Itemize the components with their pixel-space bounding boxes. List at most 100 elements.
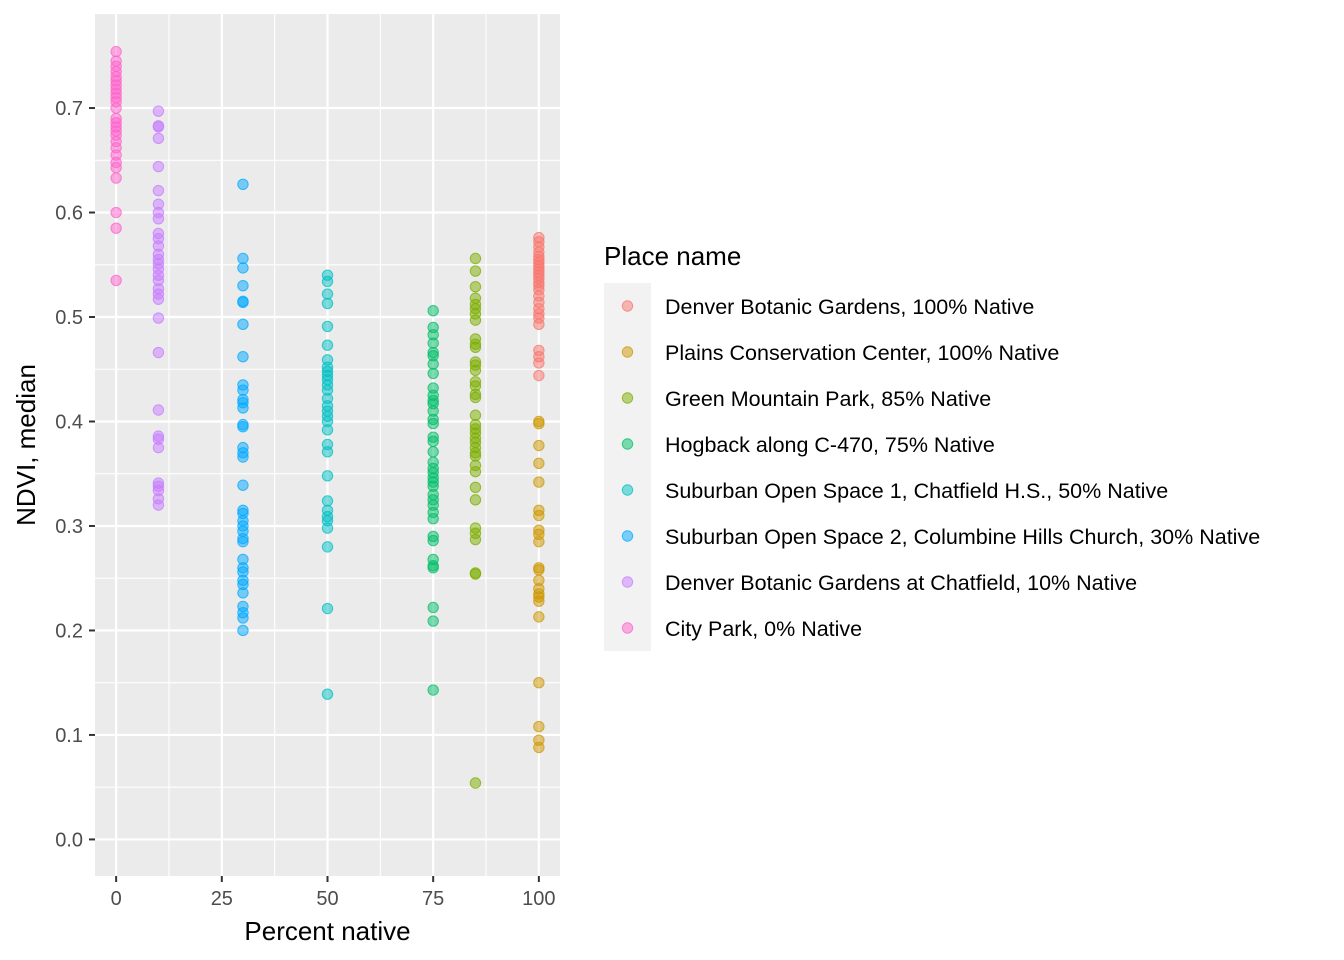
data-point bbox=[469, 450, 482, 462]
data-point bbox=[533, 457, 545, 469]
y-tick-label: 0.4 bbox=[55, 411, 83, 433]
data-point bbox=[321, 339, 334, 351]
data-point bbox=[427, 435, 439, 448]
data-point bbox=[427, 534, 439, 547]
data-point bbox=[321, 495, 334, 507]
data-point bbox=[237, 252, 249, 265]
data-point bbox=[427, 358, 439, 370]
y-tick-label: 0.0 bbox=[55, 829, 83, 851]
legend-label: Hogback along C-470, 75% Native bbox=[665, 433, 995, 457]
data-point bbox=[469, 281, 482, 293]
y-axis: 0.0 0.1 0.2 0.3 0.4 0.5 0.6 0.7 bbox=[55, 98, 95, 851]
data-point bbox=[427, 601, 439, 614]
data-point bbox=[152, 121, 165, 133]
data-point bbox=[110, 222, 122, 234]
data-point bbox=[533, 595, 545, 607]
y-tick-label: 0.2 bbox=[55, 620, 83, 642]
y-tick-label: 0.7 bbox=[55, 98, 83, 120]
y-tick-label: 0.5 bbox=[55, 307, 83, 329]
data-point bbox=[237, 612, 249, 624]
x-tick-label: 50 bbox=[316, 888, 338, 910]
legend-key bbox=[621, 392, 634, 404]
data-point bbox=[427, 337, 439, 349]
data-point bbox=[321, 541, 334, 553]
data-point bbox=[533, 476, 545, 488]
y-tick-label: 0.1 bbox=[55, 725, 83, 747]
legend-label: Plains Conservation Center, 100% Native bbox=[665, 341, 1059, 365]
legend-label: Suburban Open Space 1, Chatfield H.S., 5… bbox=[665, 479, 1168, 503]
data-point bbox=[237, 262, 249, 274]
data-point bbox=[110, 45, 122, 58]
data-point bbox=[533, 369, 545, 382]
data-point bbox=[152, 213, 165, 225]
data-point bbox=[469, 341, 482, 354]
data-point bbox=[427, 512, 439, 525]
data-point bbox=[152, 499, 165, 511]
data-point bbox=[321, 522, 334, 534]
legend-label: Suburban Open Space 2, Columbine Hills C… bbox=[665, 525, 1260, 549]
data-point bbox=[152, 132, 165, 145]
data-point bbox=[533, 564, 545, 576]
data-point bbox=[427, 562, 439, 574]
data-point bbox=[321, 320, 334, 333]
data-point bbox=[533, 417, 545, 430]
data-point bbox=[469, 533, 482, 546]
data-point bbox=[152, 160, 165, 173]
data-point bbox=[110, 102, 122, 114]
data-point bbox=[237, 479, 249, 491]
data-point bbox=[469, 568, 482, 580]
data-point bbox=[533, 439, 545, 452]
data-point bbox=[469, 465, 482, 478]
y-tick-label: 0.6 bbox=[55, 203, 83, 225]
legend-key bbox=[621, 576, 634, 588]
legend-key bbox=[621, 346, 634, 358]
data-point bbox=[469, 391, 482, 404]
data-point bbox=[321, 446, 334, 458]
legend-key bbox=[621, 438, 634, 450]
y-tick-label: 0.3 bbox=[55, 516, 83, 538]
data-point bbox=[469, 252, 482, 265]
data-point bbox=[152, 184, 165, 197]
legend-label: Denver Botanic Gardens, 100% Native bbox=[665, 295, 1034, 319]
legend-label: City Park, 0% Native bbox=[665, 617, 862, 641]
x-tick-label: 75 bbox=[422, 888, 444, 910]
data-point bbox=[110, 274, 122, 287]
x-tick-label: 25 bbox=[211, 888, 233, 910]
legend-label: Denver Botanic Gardens at Chatfield, 10%… bbox=[665, 571, 1137, 595]
data-points bbox=[110, 45, 545, 789]
data-point bbox=[533, 318, 545, 331]
data-point bbox=[237, 279, 249, 292]
data-point bbox=[237, 296, 249, 309]
data-point bbox=[321, 297, 334, 310]
data-point bbox=[533, 509, 545, 522]
data-point bbox=[152, 404, 165, 416]
data-point bbox=[469, 364, 482, 376]
data-point bbox=[533, 535, 545, 548]
data-point bbox=[533, 611, 545, 623]
data-point bbox=[321, 424, 334, 436]
data-point bbox=[237, 318, 249, 331]
data-point bbox=[237, 587, 249, 599]
legend-key bbox=[621, 530, 634, 542]
x-axis: 0 25 50 75 100 bbox=[111, 876, 556, 910]
data-point bbox=[321, 688, 334, 700]
x-tick-label: 100 bbox=[522, 888, 555, 910]
data-point bbox=[237, 535, 249, 548]
data-point bbox=[533, 741, 545, 754]
data-point bbox=[427, 615, 439, 627]
legend-label: Green Mountain Park, 85% Native bbox=[665, 387, 991, 411]
data-point bbox=[469, 481, 482, 494]
data-point bbox=[321, 288, 334, 300]
data-point bbox=[152, 105, 165, 117]
data-point bbox=[237, 384, 249, 396]
data-point bbox=[152, 293, 165, 305]
data-point bbox=[152, 441, 165, 454]
y-axis-title: NDVI, median bbox=[11, 364, 41, 526]
data-point bbox=[152, 346, 165, 359]
x-axis-title: Percent native bbox=[244, 916, 410, 946]
data-point bbox=[469, 409, 482, 421]
data-point bbox=[427, 305, 439, 317]
data-point bbox=[469, 494, 482, 506]
legend-key bbox=[621, 300, 634, 312]
